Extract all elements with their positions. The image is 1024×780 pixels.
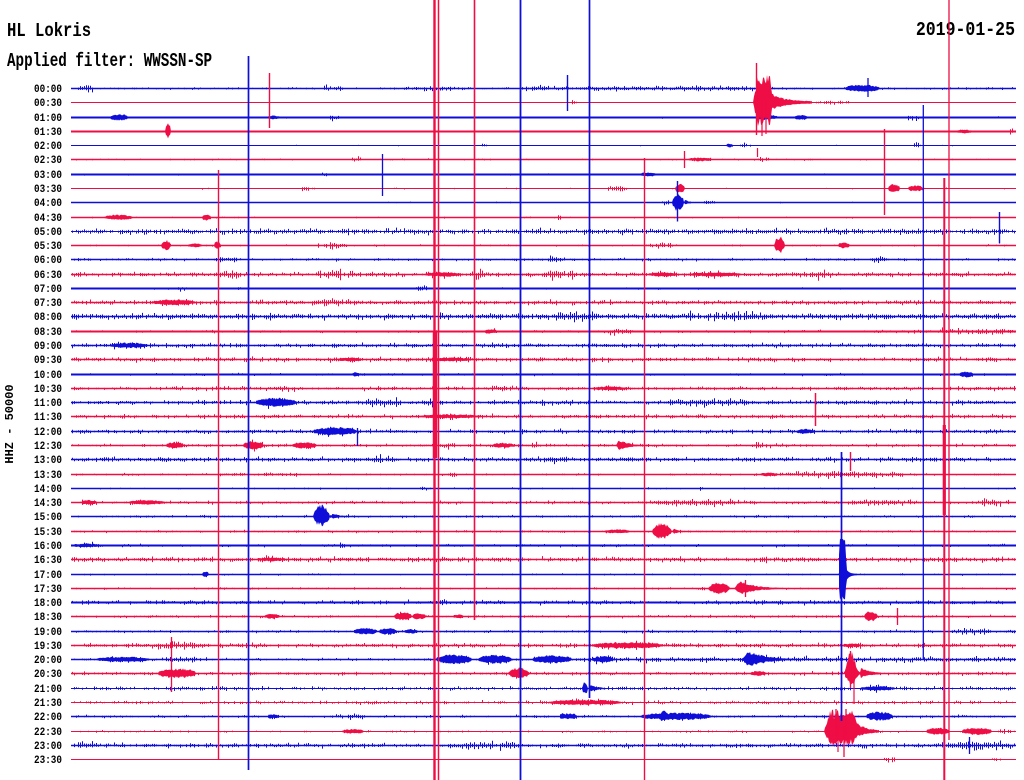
svg-text:11:30: 11:30 xyxy=(34,413,62,425)
svg-text:08:30: 08:30 xyxy=(34,328,62,340)
svg-text:21:30: 21:30 xyxy=(34,699,62,711)
svg-text:14:00: 14:00 xyxy=(34,485,62,497)
svg-text:11:00: 11:00 xyxy=(34,399,62,411)
svg-text:04:30: 04:30 xyxy=(34,214,62,226)
svg-text:16:30: 16:30 xyxy=(34,556,62,568)
svg-text:18:00: 18:00 xyxy=(34,599,62,611)
svg-text:04:00: 04:00 xyxy=(34,199,62,211)
svg-text:21:00: 21:00 xyxy=(34,685,62,697)
svg-text:15:30: 15:30 xyxy=(34,528,62,540)
svg-text:03:30: 03:30 xyxy=(34,185,62,197)
svg-text:23:00: 23:00 xyxy=(34,742,62,754)
svg-text:16:00: 16:00 xyxy=(34,542,62,554)
svg-text:07:30: 07:30 xyxy=(34,299,62,311)
svg-text:05:30: 05:30 xyxy=(34,242,62,254)
svg-text:15:00: 15:00 xyxy=(34,513,62,525)
svg-text:17:30: 17:30 xyxy=(34,585,62,597)
svg-text:10:30: 10:30 xyxy=(34,385,62,397)
svg-text:HHZ - 50000: HHZ - 50000 xyxy=(3,384,17,463)
svg-text:07:00: 07:00 xyxy=(34,285,62,297)
svg-text:18:30: 18:30 xyxy=(34,613,62,625)
svg-text:12:30: 12:30 xyxy=(34,442,62,454)
svg-text:17:00: 17:00 xyxy=(34,571,62,583)
svg-text:23:30: 23:30 xyxy=(34,756,62,768)
svg-text:19:30: 19:30 xyxy=(34,642,62,654)
svg-text:08:00: 08:00 xyxy=(34,313,62,325)
svg-text:01:30: 01:30 xyxy=(34,128,62,140)
svg-text:09:30: 09:30 xyxy=(34,356,62,368)
svg-text:14:30: 14:30 xyxy=(34,499,62,511)
svg-text:13:00: 13:00 xyxy=(34,456,62,468)
svg-text:20:00: 20:00 xyxy=(34,656,62,668)
svg-text:Applied filter: WWSSN-SP: Applied filter: WWSSN-SP xyxy=(7,51,212,72)
svg-text:02:00: 02:00 xyxy=(34,142,62,154)
svg-text:09:00: 09:00 xyxy=(34,342,62,354)
svg-text:2019-01-25: 2019-01-25 xyxy=(916,20,1015,41)
svg-text:20:30: 20:30 xyxy=(34,670,62,682)
svg-text:06:30: 06:30 xyxy=(34,271,62,283)
svg-text:06:00: 06:00 xyxy=(34,256,62,268)
svg-text:00:30: 00:30 xyxy=(34,99,62,111)
svg-text:00:00: 00:00 xyxy=(34,85,62,97)
svg-text:10:00: 10:00 xyxy=(34,371,62,383)
svg-text:05:00: 05:00 xyxy=(34,228,62,240)
svg-text:22:00: 22:00 xyxy=(34,713,62,725)
svg-text:22:30: 22:30 xyxy=(34,728,62,740)
svg-text:01:00: 01:00 xyxy=(34,114,62,126)
svg-text:HL Lokris: HL Lokris xyxy=(7,22,91,43)
svg-text:03:00: 03:00 xyxy=(34,171,62,183)
svg-text:12:00: 12:00 xyxy=(34,428,62,440)
svg-text:19:00: 19:00 xyxy=(34,628,62,640)
svg-text:02:30: 02:30 xyxy=(34,156,62,168)
svg-text:13:30: 13:30 xyxy=(34,471,62,483)
